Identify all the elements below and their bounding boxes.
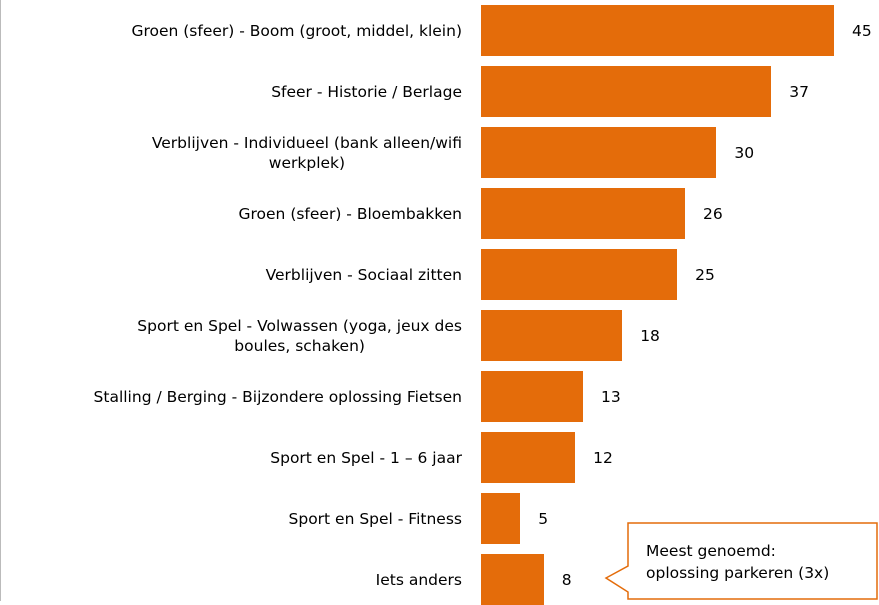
category-label: Groen (sfeer) - Bloembakken (238, 204, 463, 223)
bar (481, 5, 834, 56)
category-label: Sport en Spel - Fitness (288, 509, 462, 528)
category-label: Sport en Spel - 1 – 6 jaar (270, 448, 462, 467)
bar (481, 188, 685, 239)
category-label: Stalling / Berging - Bijzondere oplossin… (93, 387, 462, 406)
category-label: Verblijven - Individueel (bank alleen/wi… (151, 133, 462, 172)
value-label: 12 (593, 448, 613, 467)
category-label: Iets anders (375, 570, 462, 589)
value-label: 37 (789, 82, 809, 101)
bar (481, 371, 583, 422)
annotation: Meest genoemd: oplossing parkeren (3x) (646, 542, 830, 582)
bar (481, 310, 623, 361)
value-label: 45 (852, 21, 872, 40)
category-label: Sfeer - Historie / Berlage (271, 82, 462, 101)
category-label: Verblijven - Sociaal zitten (265, 265, 462, 284)
bar (481, 249, 678, 300)
value-label: 25 (695, 265, 715, 284)
bar (481, 66, 772, 117)
value-label: 13 (600, 387, 621, 406)
value-label: 5 (538, 509, 549, 528)
bar (481, 127, 717, 178)
bar (481, 554, 544, 605)
category-label: Groen (sfeer) - Boom (groot, middel, kle… (131, 21, 462, 40)
bar (481, 493, 521, 544)
category-label: Sport en Spel - Volwassen (yoga, jeux de… (137, 316, 462, 355)
value-label: 8 (561, 570, 572, 589)
value-label: 30 (734, 143, 755, 162)
value-label: 18 (640, 326, 660, 345)
callout (604, 522, 878, 600)
value-label: 26 (702, 204, 723, 223)
bar (481, 432, 576, 483)
